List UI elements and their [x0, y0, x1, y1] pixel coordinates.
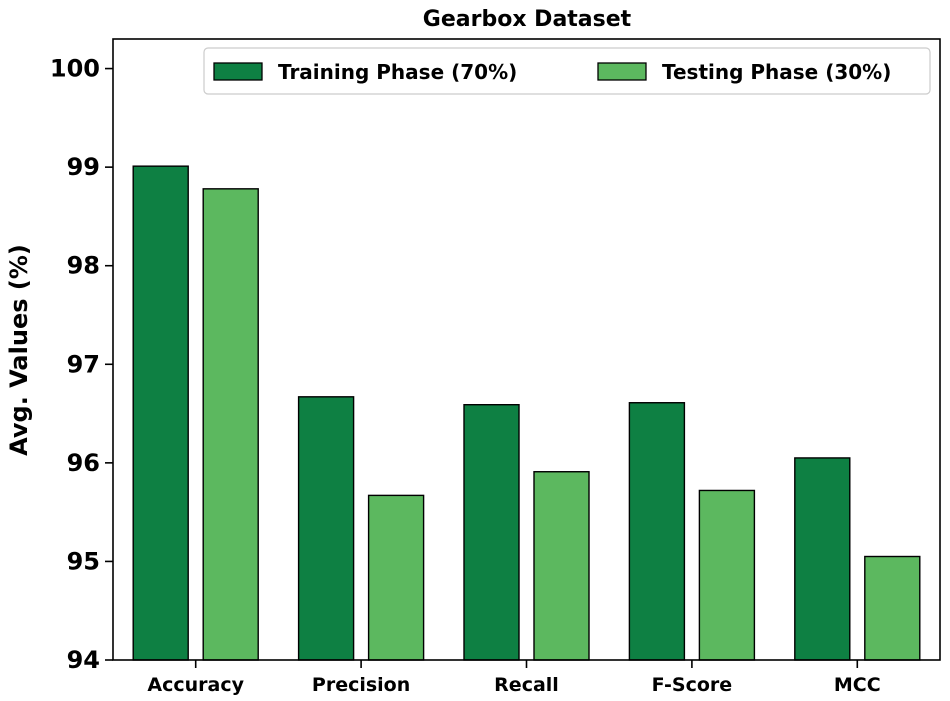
y-tick-label: 97 — [67, 350, 100, 378]
x-tick-label: Precision — [312, 674, 410, 696]
x-tick-label: Recall — [494, 674, 559, 696]
bar-recall-training — [463, 404, 520, 661]
legend-label-testing: Testing Phase (30%) — [662, 60, 891, 84]
legend: Training Phase (70%) Testing Phase (30%) — [203, 47, 931, 95]
legend-label-training: Training Phase (70%) — [278, 60, 517, 84]
bar-accuracy-testing — [202, 188, 259, 661]
bar-recall-testing — [533, 471, 590, 661]
y-tick-label: 99 — [67, 153, 100, 181]
bars-group — [132, 165, 921, 661]
y-tick-label: 96 — [67, 449, 100, 477]
bar-f-score-training — [628, 402, 686, 661]
bar-mcc-testing — [864, 555, 921, 661]
y-tick-label: 95 — [67, 547, 100, 575]
y-axis-label: Avg. Values (%) — [5, 244, 33, 456]
y-tick-label: 100 — [50, 55, 100, 83]
y-tick-label: 98 — [67, 252, 100, 280]
plot-frame — [112, 38, 941, 661]
bar-precision-training — [297, 396, 355, 661]
y-axis-ticks: 94 95 96 97 98 99 100 — [50, 55, 113, 674]
legend-box — [203, 47, 931, 95]
bar-precision-testing — [367, 494, 425, 661]
x-axis-ticks: Accuracy Precision Recall F-Score MCC — [147, 660, 881, 696]
bar-mcc-training — [794, 457, 851, 661]
legend-swatch-training — [213, 62, 263, 81]
chart-title: Gearbox Dataset — [423, 7, 632, 32]
bar-accuracy-training — [132, 165, 189, 661]
x-tick-label: F-Score — [652, 674, 733, 696]
y-tick-label: 94 — [67, 646, 100, 674]
x-tick-label: MCC — [834, 674, 881, 696]
legend-swatch-testing — [597, 62, 647, 81]
x-tick-label: Accuracy — [147, 674, 244, 696]
bar-f-score-testing — [698, 489, 756, 661]
